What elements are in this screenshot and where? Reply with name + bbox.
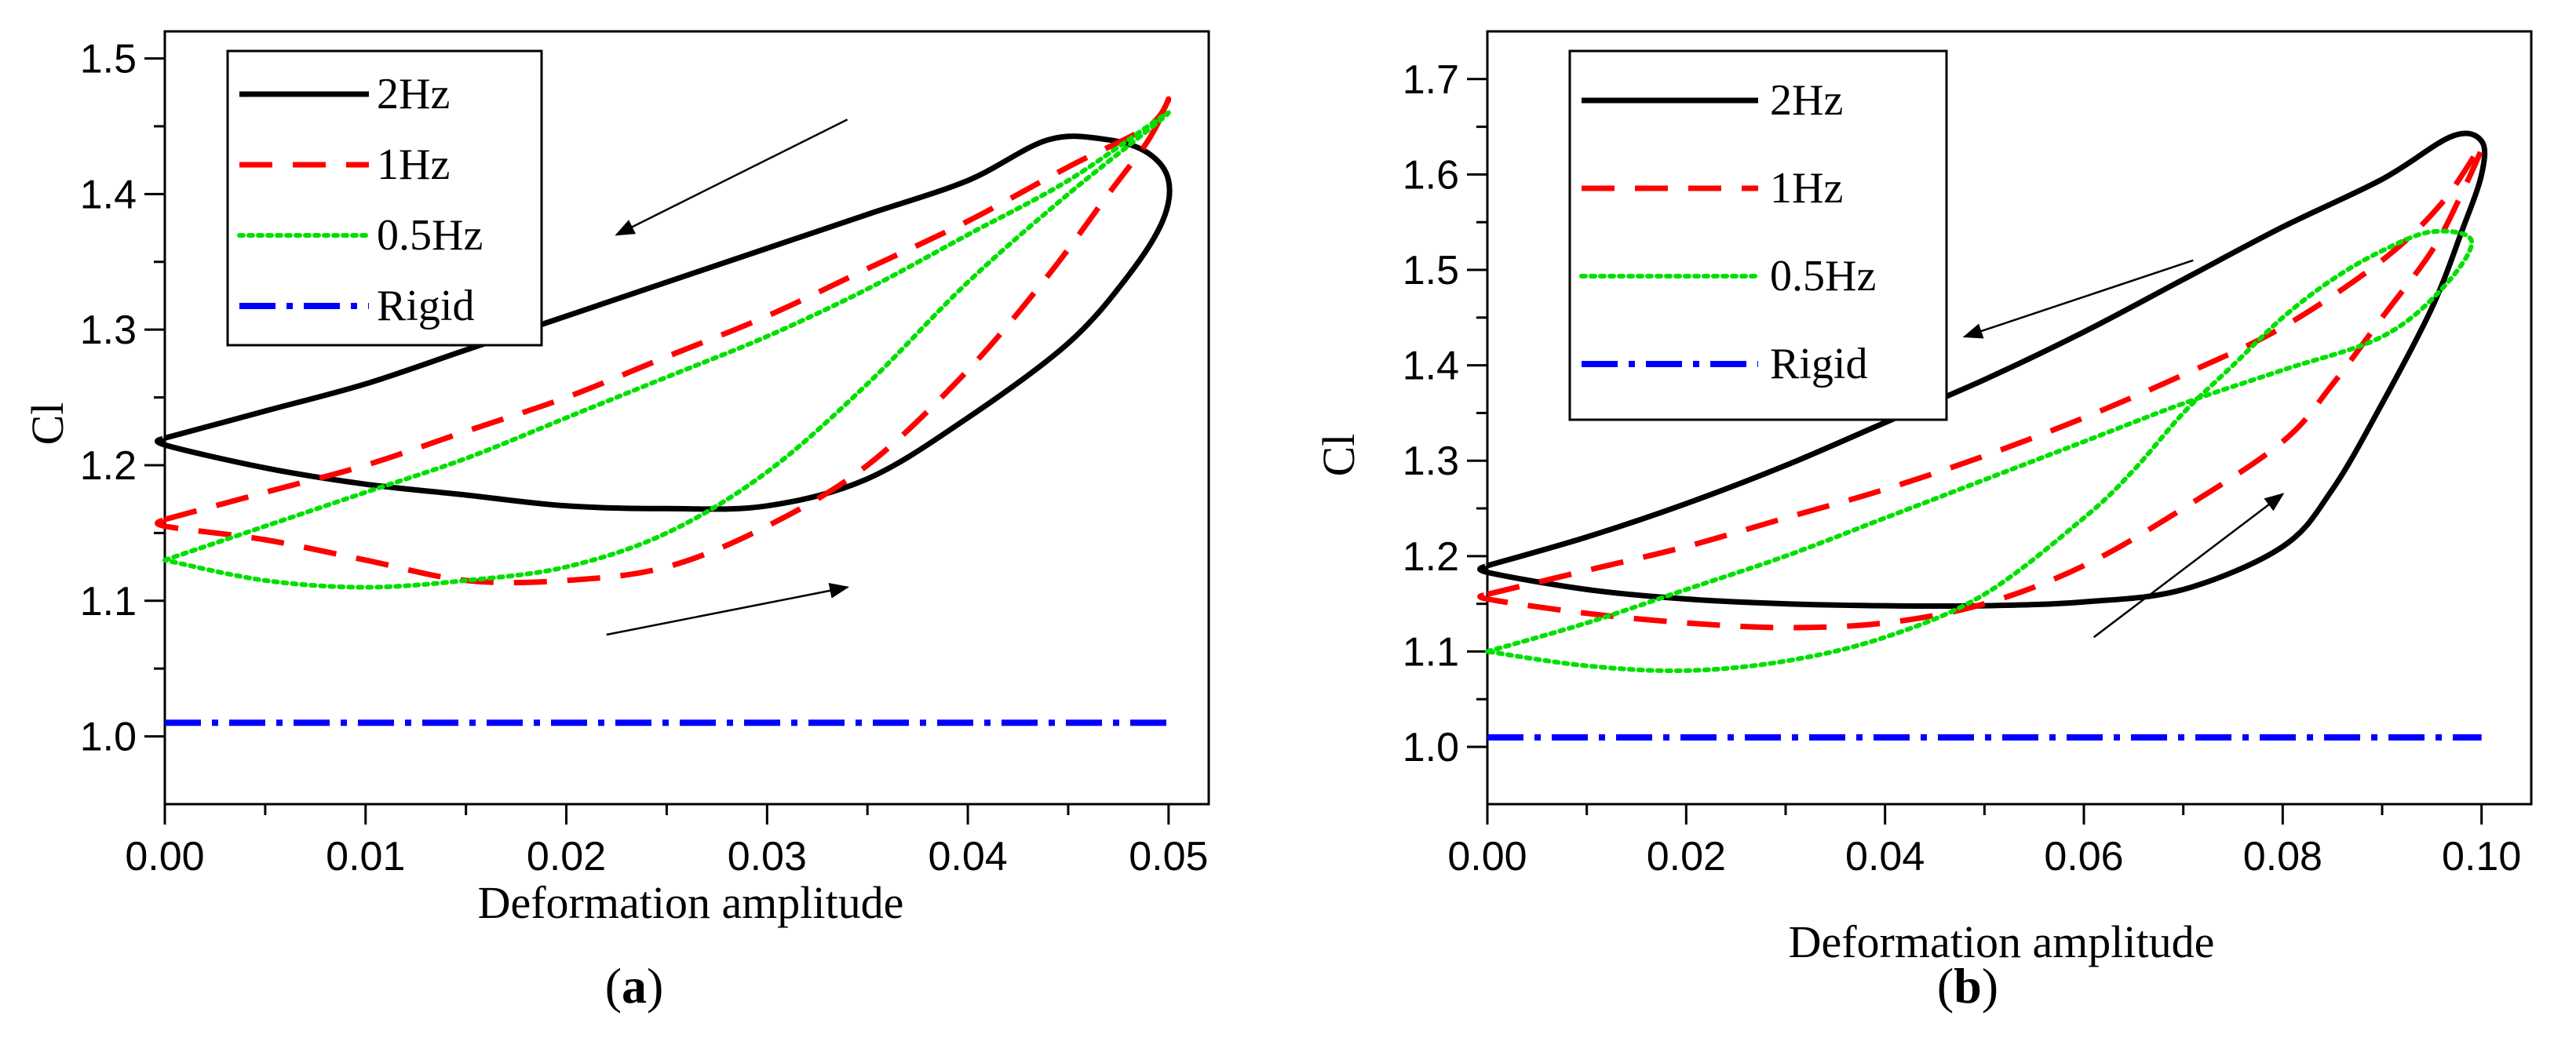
direction-arrow xyxy=(606,583,850,636)
direction-arrow xyxy=(1962,259,2194,339)
series-layer xyxy=(155,96,1173,726)
x-tick-label: 0.08 xyxy=(2243,834,2322,879)
panel-b: 0.00 0.02 0.04 0.06 0.08 0.10 1.0 1.1 1.2 1.3 1.4 1… xyxy=(1313,30,2533,1014)
y-tick-label: 1.0 xyxy=(80,715,137,760)
legend-label: Rigid xyxy=(1770,340,1867,388)
legend: 2Hz 1Hz 0.5Hz Rigid xyxy=(226,49,543,347)
x-tick-label: 0.03 xyxy=(728,834,807,879)
x-tick-label: 0.02 xyxy=(1647,834,1726,879)
legend-label: Rigid xyxy=(377,282,474,330)
panel-caption: (b) xyxy=(1937,958,1998,1014)
x-axis-label: Deformation amplitude xyxy=(478,877,904,928)
y-tick-label: 1.7 xyxy=(1403,57,1459,103)
tick-layer: 0.00 0.01 0.02 0.03 0.04 0.05 1.0 1.1 1.2 1.3 1.4 1… xyxy=(80,37,1209,879)
y-tick-label: 1.2 xyxy=(1403,534,1459,580)
legend-label: 0.5Hz xyxy=(1770,252,1876,300)
x-tick-label: 0.00 xyxy=(1447,834,1527,879)
series-2hz-line xyxy=(155,133,1173,512)
tick-layer: 0.00 0.02 0.04 0.06 0.08 0.10 1.0 1.1 1.2 1.3 1.4 1… xyxy=(1403,57,2522,879)
series-1hz-line xyxy=(1477,143,2485,631)
y-tick-label: 1.1 xyxy=(1403,629,1459,675)
legend-label: 1Hz xyxy=(377,140,450,189)
y-tick-label: 1.0 xyxy=(1403,725,1459,770)
panel-letter: b xyxy=(1954,958,1982,1014)
legend-label: 2Hz xyxy=(1770,76,1843,125)
x-tick-label: 0.02 xyxy=(527,834,606,879)
direction-arrow xyxy=(2093,493,2285,639)
x-tick-label: 0.06 xyxy=(2044,834,2123,879)
legend-box xyxy=(226,49,543,347)
y-tick-label: 1.3 xyxy=(1403,439,1459,484)
y-tick-label: 1.1 xyxy=(80,579,137,624)
legend: 2Hz 1Hz 0.5Hz Rigid xyxy=(1568,49,1948,421)
y-tick-label: 1.6 xyxy=(1403,152,1459,198)
series-0-5hz-line xyxy=(162,110,1171,590)
annotation-arrows xyxy=(1962,259,2285,639)
series-0-5hz-line xyxy=(1485,228,2475,673)
y-axis-label: Cl xyxy=(1313,434,1364,477)
y-axis-label: Cl xyxy=(22,402,73,446)
y-tick-label: 1.4 xyxy=(80,172,137,217)
x-axis-label: Deformation amplitude xyxy=(1789,916,2215,967)
x-tick-label: 0.10 xyxy=(2442,834,2521,879)
annotation-arrows xyxy=(606,118,850,636)
legend-label: 1Hz xyxy=(1770,164,1843,213)
y-tick-label: 1.5 xyxy=(1403,248,1459,293)
panel-letter: a xyxy=(622,958,647,1014)
legend-box xyxy=(1568,49,1948,421)
x-tick-label: 0.01 xyxy=(326,834,405,879)
panel-caption: (a) xyxy=(605,958,664,1014)
y-tick-label: 1.5 xyxy=(80,37,137,82)
y-tick-label: 1.3 xyxy=(80,308,137,353)
legend-label: 0.5Hz xyxy=(377,211,483,260)
x-tick-label: 0.04 xyxy=(1845,834,1925,879)
x-tick-label: 0.04 xyxy=(928,834,1007,879)
x-tick-label: 0.00 xyxy=(125,834,204,879)
y-tick-label: 1.2 xyxy=(80,443,137,489)
legend-label: 2Hz xyxy=(377,70,450,118)
panel-a: 0.00 0.01 0.02 0.03 0.04 0.05 1.0 1.1 1.2 1.3 1.4 1… xyxy=(22,30,1210,1014)
plot-frame xyxy=(163,30,1210,806)
plot-frame xyxy=(1486,30,2533,806)
y-tick-label: 1.4 xyxy=(1403,344,1459,389)
x-tick-label: 0.05 xyxy=(1129,834,1208,879)
series-1hz-line xyxy=(155,96,1172,586)
direction-arrow xyxy=(615,118,848,236)
